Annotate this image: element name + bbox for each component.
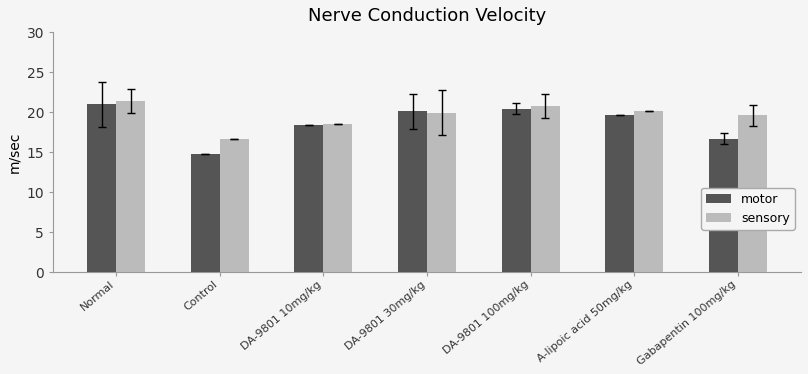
Bar bbox=[634, 111, 663, 272]
Y-axis label: m/sec: m/sec bbox=[7, 131, 21, 173]
Bar bbox=[116, 101, 145, 272]
Bar bbox=[502, 109, 531, 272]
Bar bbox=[709, 138, 738, 272]
Bar bbox=[531, 106, 560, 272]
Bar bbox=[605, 115, 634, 272]
Bar bbox=[87, 104, 116, 272]
Bar bbox=[220, 139, 249, 272]
Legend: motor, sensory: motor, sensory bbox=[701, 188, 795, 230]
Bar bbox=[294, 125, 323, 272]
Bar bbox=[323, 124, 352, 272]
Bar bbox=[427, 113, 457, 272]
Bar bbox=[191, 154, 220, 272]
Title: Nerve Conduction Velocity: Nerve Conduction Velocity bbox=[308, 7, 546, 25]
Bar bbox=[398, 111, 427, 272]
Bar bbox=[738, 115, 767, 272]
